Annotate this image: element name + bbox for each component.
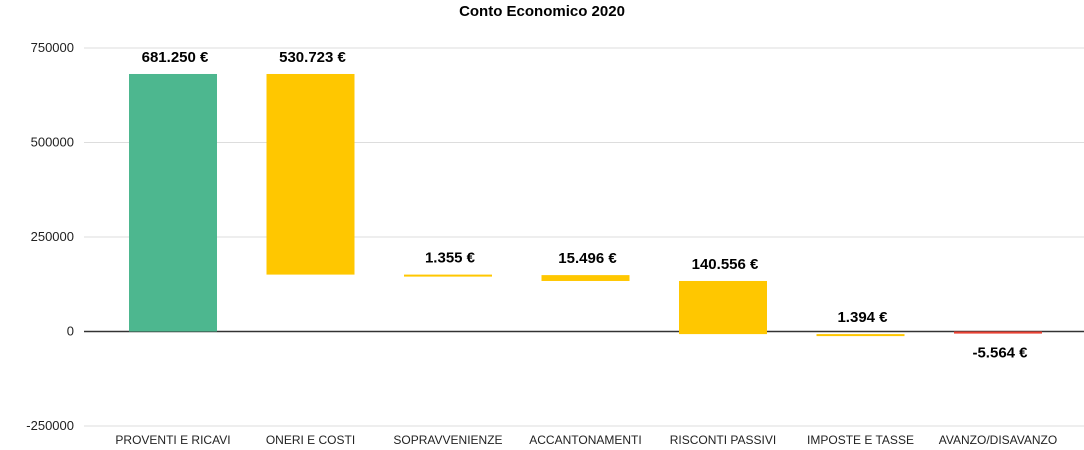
data-label: 1.394 €: [837, 309, 888, 326]
x-tick-label: RISCONTI PASSIVI: [670, 433, 776, 447]
data-label: 1.355 €: [425, 250, 476, 267]
y-tick-label: 750000: [31, 40, 74, 55]
bar-proventi-e-ricavi: [129, 73, 217, 332]
x-tick-label: ONERI E COSTI: [266, 433, 355, 447]
x-tick-label: IMPOSTE E TASSE: [807, 433, 914, 447]
chart-title: Conto Economico 2020: [459, 3, 625, 20]
data-label: 140.556 €: [692, 256, 759, 273]
y-tick-label: -250000: [26, 418, 74, 433]
bar-risconti-passivi: [679, 280, 767, 335]
data-label: 15.496 €: [558, 250, 617, 267]
y-tick-label: 250000: [31, 229, 74, 244]
bar-avanzo-disavanzo: [954, 331, 1042, 334]
x-tick-label: PROVENTI E RICAVI: [115, 433, 230, 447]
bar-oneri-e-costi: [266, 73, 355, 275]
data-label: 530.723 €: [279, 49, 346, 66]
bar-sopravvenienze: [404, 274, 492, 277]
x-tick-label: ACCANTONAMENTI: [529, 433, 641, 447]
bar-imposte-e-tasse: [816, 334, 905, 337]
data-label: -5.564 €: [972, 345, 1028, 362]
x-tick-label: SOPRAVVENIENZE: [393, 433, 502, 447]
y-tick-label: 0: [67, 324, 74, 339]
bar-accantonamenti: [541, 275, 630, 281]
x-tick-label: AVANZO/DISAVANZO: [939, 433, 1057, 447]
data-label: 681.250 €: [142, 49, 209, 66]
y-tick-label: 500000: [31, 135, 74, 150]
